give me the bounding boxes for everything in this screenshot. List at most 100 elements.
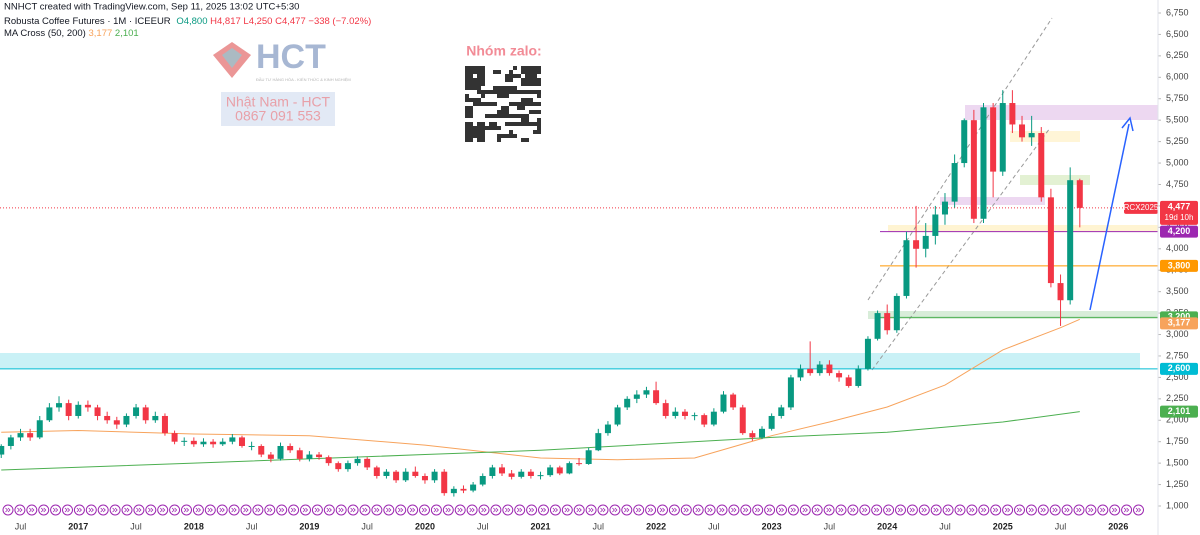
qr-cell <box>493 102 497 106</box>
event-icon-mark <box>112 507 118 513</box>
ohlc: H4,817 <box>210 16 241 27</box>
qr-cell <box>473 134 477 138</box>
candle-body <box>17 433 24 438</box>
qr-cell <box>481 122 485 126</box>
qr-cell <box>525 98 529 102</box>
candle-body <box>681 411 688 416</box>
event-icon-mark <box>600 507 606 513</box>
qr-cell <box>481 126 485 130</box>
qr-cell <box>477 78 481 82</box>
qr-cell <box>517 90 521 94</box>
event-icon-mark <box>957 507 963 513</box>
x-tick-label: Jul <box>1055 521 1067 531</box>
qr-cell <box>497 126 501 130</box>
level-label: 3,200 <box>1168 312 1191 322</box>
qr-cell <box>533 70 537 74</box>
qr-cell <box>513 66 517 70</box>
event-icon-mark <box>338 507 344 513</box>
candle-body <box>1047 197 1054 284</box>
qr-cell <box>465 122 469 126</box>
qr-cell <box>469 70 473 74</box>
qr-cell <box>517 106 521 110</box>
ma-value: 3,177 <box>88 28 112 39</box>
x-tick-label: Jul <box>15 521 27 531</box>
qr-cell <box>465 66 469 70</box>
qr-cell <box>537 102 541 106</box>
qr-cell <box>521 118 525 122</box>
qr-cell <box>489 114 493 118</box>
event-icon-mark <box>124 507 130 513</box>
qr-cell <box>477 82 481 86</box>
event-icon-mark <box>148 507 154 513</box>
qr-cell <box>509 78 513 82</box>
qr-cell <box>501 106 505 110</box>
event-icon-mark <box>707 507 713 513</box>
qr-cell <box>477 90 481 94</box>
trend-line <box>871 127 1051 371</box>
qr-cell <box>469 138 473 142</box>
candle-body <box>903 240 910 296</box>
qr-cell <box>469 66 473 70</box>
candle-body <box>913 240 920 249</box>
candle-body <box>7 437 14 446</box>
event-icon-mark <box>255 507 261 513</box>
candle-body <box>296 450 303 459</box>
event-icon-mark <box>647 507 654 513</box>
candle-body <box>123 415 130 425</box>
qr-cell <box>465 74 469 78</box>
event-icon-mark <box>766 507 773 513</box>
qr-cell <box>473 126 477 130</box>
qr-cell <box>501 86 505 90</box>
candle-body <box>104 415 111 421</box>
qr-cell <box>469 114 473 118</box>
event-icon-mark <box>992 507 999 513</box>
x-tick-label: 2019 <box>299 521 319 531</box>
qr-cell <box>529 90 533 94</box>
qr-cell <box>521 114 525 118</box>
event-icon-mark <box>885 507 892 513</box>
event-icon-mark <box>302 507 309 513</box>
candle-body <box>46 407 53 421</box>
trend-line <box>867 17 1053 301</box>
qr-cell <box>533 78 537 82</box>
event-icon-mark <box>314 507 320 513</box>
candle-body <box>855 368 862 386</box>
event-icon-mark <box>826 507 832 513</box>
zone <box>940 197 1045 205</box>
qr-cell <box>533 110 537 114</box>
qr-cell <box>497 70 501 74</box>
qr-cell <box>481 70 485 74</box>
qr-cell <box>537 118 541 122</box>
qr-cell <box>465 82 469 86</box>
event-icon-mark <box>386 507 392 513</box>
candle-body <box>864 338 871 369</box>
candle-body <box>874 313 881 339</box>
y-tick-label: 5,250 <box>1166 136 1189 146</box>
qr-cell <box>509 90 513 94</box>
qr-cell <box>537 66 541 70</box>
candle-body <box>258 445 265 455</box>
event-icon-mark <box>362 507 368 513</box>
candle-body <box>980 107 987 219</box>
qr-cell <box>529 98 533 102</box>
candle-body <box>585 450 592 464</box>
qr-cell <box>529 78 533 82</box>
event-icon-mark <box>1123 507 1130 513</box>
candle-body <box>922 235 929 249</box>
qr-cell <box>509 70 513 74</box>
candle-body <box>990 107 997 172</box>
event-icon-mark <box>719 507 725 513</box>
event-icon-mark <box>469 507 475 513</box>
candle-body <box>248 445 255 447</box>
event-icon-mark <box>40 507 47 513</box>
candle-body <box>499 467 505 474</box>
qr-cell <box>525 138 529 142</box>
candle-body <box>181 440 188 442</box>
qr-cell <box>537 70 541 74</box>
price-badge <box>1160 200 1198 225</box>
event-icon-mark <box>457 507 463 513</box>
candle-body <box>720 394 727 412</box>
candle-body <box>797 368 804 378</box>
qr-cell <box>521 70 525 74</box>
